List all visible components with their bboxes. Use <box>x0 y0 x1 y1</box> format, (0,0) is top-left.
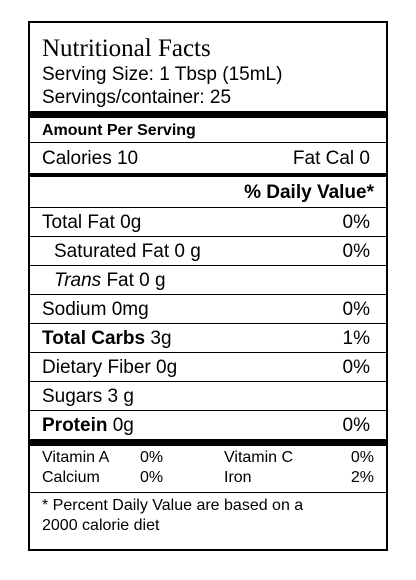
daily-value-header: % Daily Value* <box>244 182 374 203</box>
vitamins-section: Vitamin A 0% Vitamin C 0% Calcium 0% Iro… <box>42 446 374 492</box>
label-title: Nutritional Facts <box>42 35 211 62</box>
nutrient-percent: 0% <box>342 299 370 320</box>
vitamin-percent: 2% <box>350 469 374 486</box>
footnote-line: 2000 calorie diet <box>42 517 160 534</box>
vitamin-name: Vitamin C <box>224 449 294 466</box>
nutrient-name: Dietary Fiber 0g <box>42 357 178 378</box>
nutrient-percent: 1% <box>342 328 370 349</box>
nutrient-name: Total Carbs 3g <box>42 326 172 351</box>
calories-value: Calories 10 <box>42 148 139 169</box>
total-carbs-rest: 3g <box>145 328 172 349</box>
nutrient-percent: 0% <box>342 212 370 233</box>
trans-fat-rest: Fat 0 g <box>101 270 166 291</box>
divider <box>30 492 386 493</box>
nutrient-percent: 0% <box>342 357 370 378</box>
servings-per-container: Servings/container: 25 <box>42 87 232 108</box>
nutrient-name: Sodium 0mg <box>42 299 149 320</box>
nutrient-row-trans-fat: Trans Fat 0 g <box>42 266 374 294</box>
nutrient-row-total-fat: Total Fat 0g 0% <box>42 208 374 236</box>
calories-row: Calories 10 Fat Cal 0 <box>42 143 374 173</box>
thick-divider <box>30 111 386 118</box>
vitamin-name: Iron <box>224 469 252 486</box>
nutrient-row-dietary-fiber: Dietary Fiber 0g 0% <box>42 353 374 381</box>
divider <box>30 352 386 353</box>
trans-word: Trans <box>54 270 102 291</box>
vitamin-name: Vitamin A <box>42 449 110 466</box>
thick-divider <box>30 439 386 446</box>
divider <box>30 265 386 266</box>
divider <box>30 207 386 208</box>
nutrient-row-total-carbs: Total Carbs 3g 1% <box>42 324 374 352</box>
nutrient-name: Sugars 3 g <box>42 386 134 407</box>
divider <box>30 410 386 411</box>
vitamin-name: Calcium <box>42 469 100 486</box>
vitamin-percent: 0% <box>350 449 374 466</box>
divider <box>30 381 386 382</box>
vitamin-row: Calcium 0% Iron 2% <box>42 468 374 488</box>
vitamin-row: Vitamin A 0% Vitamin C 0% <box>42 448 374 468</box>
nutrient-row-saturated-fat: Saturated Fat 0 g 0% <box>42 237 374 265</box>
daily-value-header-row: % Daily Value* <box>42 177 374 207</box>
vitamin-percent: 0% <box>140 449 164 466</box>
footnote-line: * Percent Daily Value are based on a <box>42 497 304 514</box>
divider <box>30 323 386 324</box>
medium-divider <box>30 173 386 177</box>
divider <box>30 236 386 237</box>
nutrient-row-sugars: Sugars 3 g <box>42 382 374 410</box>
total-carbs-word: Total Carbs <box>42 328 146 349</box>
nutrient-percent: 0% <box>342 241 370 262</box>
nutrition-facts-label: Nutritional Facts Serving Size: 1 Tbsp (… <box>28 21 388 551</box>
protein-word: Protein <box>42 415 108 436</box>
nutrient-name: Trans Fat 0 g <box>42 268 166 293</box>
amount-per-serving: Amount Per Serving <box>42 122 196 139</box>
fat-calories-value: Fat Cal 0 <box>292 148 370 169</box>
divider <box>30 294 386 295</box>
nutrient-percent: 0% <box>342 415 370 436</box>
nutrient-row-sodium: Sodium 0mg 0% <box>42 295 374 323</box>
nutrient-name: Saturated Fat 0 g <box>54 241 201 262</box>
serving-size: Serving Size: 1 Tbsp (15mL) <box>42 64 283 85</box>
nutrient-row-protein: Protein 0g 0% <box>42 411 374 439</box>
nutrient-name: Total Fat 0g <box>42 212 142 233</box>
nutrient-name: Protein 0g <box>42 413 134 438</box>
divider <box>30 142 386 143</box>
protein-rest: 0g <box>107 415 134 436</box>
footnote: * Percent Daily Value are based on a 200… <box>42 493 374 536</box>
vitamin-percent: 0% <box>140 469 164 486</box>
